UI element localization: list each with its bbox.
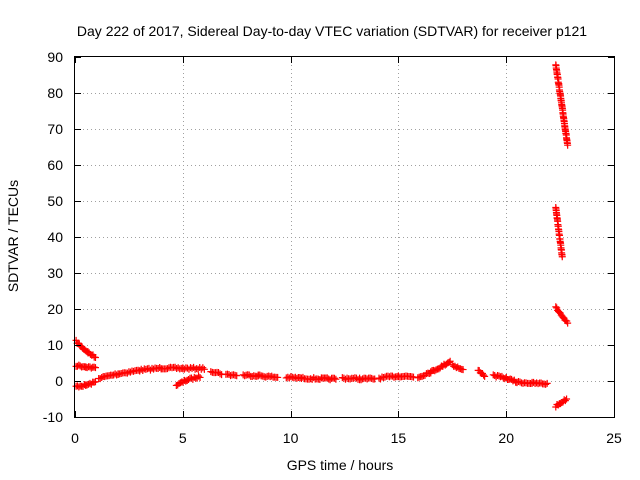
data-point — [299, 373, 307, 381]
data-point — [190, 363, 198, 371]
data-point — [564, 319, 572, 327]
y-tick-label: 0 — [55, 373, 63, 389]
data-point — [316, 376, 324, 384]
x-tick-label: 25 — [606, 430, 622, 446]
data-point — [297, 374, 305, 382]
data-point — [195, 372, 203, 380]
data-point — [91, 364, 99, 372]
data-point — [332, 375, 340, 383]
data-point — [98, 373, 106, 381]
data-point — [357, 376, 365, 384]
data-point — [564, 141, 572, 149]
x-tick-label: 20 — [498, 430, 514, 446]
data-point — [516, 378, 524, 386]
data-point — [256, 371, 264, 379]
data-point — [123, 369, 131, 377]
y-axis-label: SDTVAR / TECUs — [5, 180, 21, 292]
data-point — [552, 303, 560, 311]
data-point — [481, 372, 489, 380]
data-point — [375, 374, 383, 382]
data-point — [310, 374, 318, 382]
data-point — [130, 367, 138, 375]
plot-frame — [74, 56, 615, 418]
data-point — [330, 374, 338, 382]
data-point — [268, 372, 276, 380]
x-tick-label: 10 — [283, 430, 299, 446]
data-point — [558, 253, 566, 261]
data-point — [91, 378, 99, 386]
y-tick-label: 40 — [47, 229, 63, 245]
x-tick-label: 15 — [391, 430, 407, 446]
data-point — [126, 368, 134, 376]
data-point — [142, 365, 150, 373]
y-tick-label: 10 — [47, 337, 63, 353]
data-point — [230, 371, 238, 379]
y-tick-label: 60 — [47, 157, 63, 173]
data-point — [199, 364, 207, 372]
data-point — [543, 379, 551, 387]
data-point — [207, 368, 215, 376]
data-point — [233, 372, 241, 380]
chart-title: Day 222 of 2017, Sidereal Day-to-day VTE… — [77, 23, 587, 39]
y-tick-label: 30 — [47, 265, 63, 281]
axis-ticks — [75, 57, 615, 418]
y-tick-label: 20 — [47, 301, 63, 317]
data-point — [91, 354, 99, 362]
data-point — [139, 367, 147, 375]
data-point — [542, 380, 550, 388]
data-point — [274, 373, 282, 381]
data-point — [561, 397, 569, 405]
y-tick-label: 70 — [47, 121, 63, 137]
grid-lines — [75, 57, 614, 417]
data-point — [480, 371, 488, 379]
data-point — [114, 371, 122, 379]
x-tick-label: 5 — [179, 430, 187, 446]
data-point — [363, 375, 371, 383]
data-point — [156, 363, 164, 371]
data-points — [72, 61, 572, 411]
data-point — [537, 379, 545, 387]
data-point — [216, 370, 224, 378]
x-tick-labels: 0 5 10 15 20 25 — [71, 430, 622, 446]
data-point — [185, 365, 193, 373]
y-tick-labels: -10 0 10 20 30 40 50 60 70 80 90 — [43, 49, 63, 425]
y-tick-label: 90 — [47, 49, 63, 65]
data-point — [459, 366, 467, 374]
x-tick-label: 0 — [71, 430, 79, 446]
y-tick-label: 50 — [47, 193, 63, 209]
data-point — [196, 373, 204, 381]
x-axis-label: GPS time / hours — [287, 457, 394, 473]
data-point — [200, 365, 208, 373]
data-point — [163, 365, 171, 373]
data-point — [563, 395, 571, 403]
y-tick-label: -10 — [43, 409, 63, 425]
data-point — [146, 366, 154, 374]
y-tick-label: 80 — [47, 85, 63, 101]
data-point — [245, 371, 253, 379]
